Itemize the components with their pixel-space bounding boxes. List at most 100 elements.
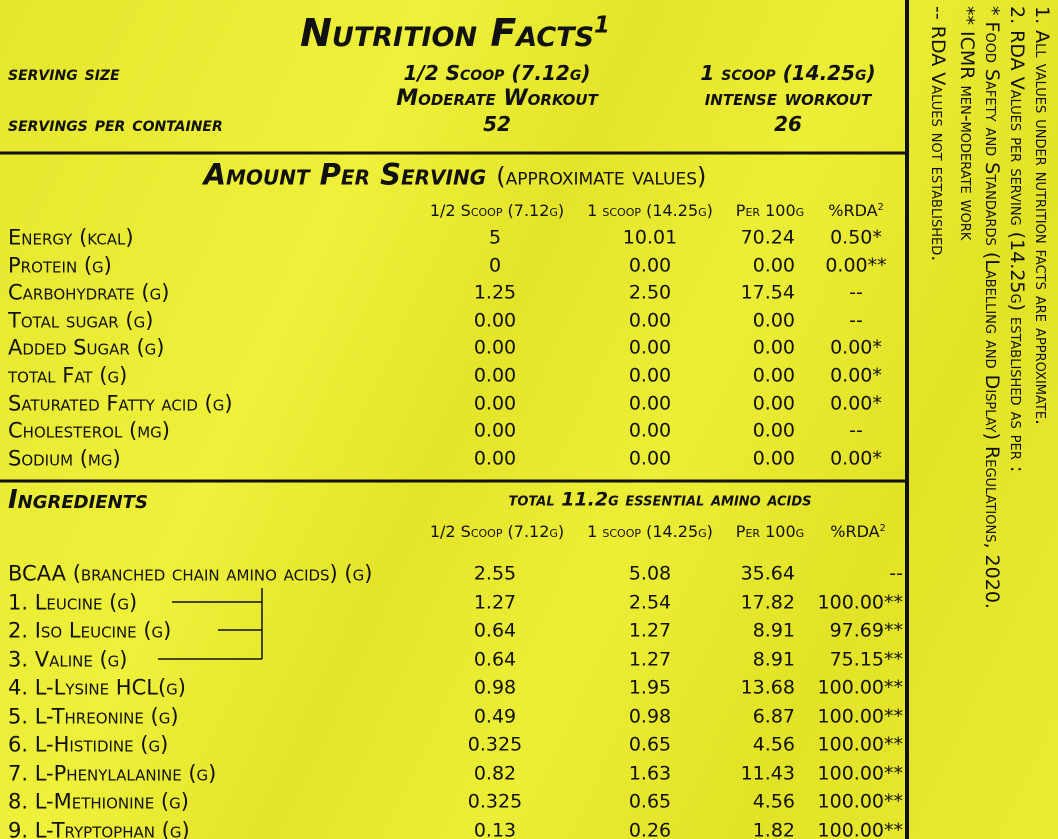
row-label: 9. L-Tryptophan (g) — [8, 818, 190, 839]
row-value: 35.64 — [740, 562, 795, 585]
row-value: 0.00 — [752, 336, 795, 359]
row-label: 3. Valine (g) — [8, 647, 128, 671]
row-value: 0.49 — [473, 705, 517, 727]
row-value: 0 — [488, 254, 502, 277]
note: -- RDA Values not established. — [927, 6, 949, 262]
column-header: %RDA2 — [830, 522, 886, 542]
note: 2. RDA Values per serving (14.25g) estab… — [1006, 6, 1028, 473]
column-header: 1 scoop (14.25g) — [587, 201, 713, 220]
row-value: 11.43 — [740, 762, 795, 784]
row-value: 4.56 — [752, 733, 795, 756]
row-value: 4.56 — [752, 790, 795, 813]
row-value: 17.82 — [740, 591, 795, 613]
row-label: Energy (kcal) — [8, 225, 134, 250]
row-value: 100.00** — [817, 733, 903, 756]
row-label: 1. Leucine (g) — [8, 590, 138, 614]
row-value: 0.00 — [473, 364, 517, 387]
column-header: 1/2 Scoop (7.12g) — [429, 201, 565, 220]
row-value: 100.00** — [817, 591, 903, 613]
workout: intense workout — [704, 86, 872, 111]
column-header: %RDA2 — [828, 201, 884, 221]
servings: 26 — [774, 112, 802, 136]
row-value: 100.00** — [817, 762, 903, 784]
row-value: 0.00 — [752, 254, 795, 277]
row-value: 0.00 — [628, 447, 672, 470]
row-value: 100.00** — [817, 705, 903, 727]
rda-note: 2 — [877, 201, 884, 213]
row-value: 100.00** — [817, 790, 903, 813]
row-value: 1.25 — [473, 281, 517, 304]
row-value: 0.26 — [628, 819, 672, 839]
row-value: 6.87 — [752, 705, 795, 727]
column-header: Per 100g — [735, 522, 805, 541]
column-header: 1/2 Scoop (7.12g) — [429, 522, 565, 541]
row-value: 0.00 — [473, 447, 517, 470]
row-value: 100.00** — [817, 819, 903, 839]
row-value: 97.69** — [829, 619, 903, 642]
row-value: 0.98 — [628, 705, 672, 727]
row-value: 0.00 — [752, 419, 795, 442]
row-value: 17.54 — [740, 281, 795, 304]
row-value: 0.00 — [752, 309, 795, 332]
row-label: Sodium (mg) — [8, 446, 121, 471]
row-value: 0.00 — [628, 336, 672, 359]
row-value: 0.00 — [628, 254, 672, 277]
row-value: 0.65 — [628, 790, 672, 813]
row-label: BCAA (branched chain amino acids) (g) — [8, 561, 373, 586]
row-value: 0.00** — [825, 254, 887, 277]
row-value: 1.95 — [628, 676, 672, 699]
row-value: 10.01 — [622, 226, 678, 249]
row-value: 13.68 — [740, 676, 795, 699]
row-value: 0.00 — [628, 392, 672, 415]
notes: 1. All values under nutrition facts are … — [912, 6, 1054, 836]
row-value: 2.54 — [628, 591, 672, 613]
servings-label: servings per container — [8, 112, 223, 136]
section-subtitle: (approximate values) — [496, 162, 707, 191]
row-value: -- — [889, 562, 903, 585]
row-label: 6. L-Histidine (g) — [8, 732, 169, 757]
row-label: Total sugar (g) — [8, 308, 154, 333]
note: ** ICMR men-moderate work — [956, 6, 978, 241]
row-value: 0.98 — [473, 676, 517, 699]
row-label: Saturated Fatty acid (g) — [8, 391, 233, 416]
row-value: 1.63 — [628, 762, 672, 784]
row-value: 2.50 — [628, 281, 672, 304]
row-value: -- — [849, 309, 863, 332]
section-subtitle: total 11.2g essential amino acids — [508, 488, 812, 511]
row-label: Carbohydrate (g) — [8, 280, 170, 305]
title-note: 1 — [594, 12, 610, 39]
row-value: 0.00 — [628, 364, 672, 387]
row-value: 8.91 — [752, 648, 795, 670]
column-header: Per 100g — [735, 201, 805, 220]
row-value: 0.00* — [830, 364, 882, 387]
row-value: 0.64 — [473, 619, 517, 642]
row-value: 0.00 — [473, 392, 517, 415]
servings: 52 — [483, 112, 511, 136]
bcaa-bracket — [158, 588, 263, 660]
row-label: 2. Iso Leucine (g) — [8, 618, 172, 643]
note: * Food Safety and Standards (Labelling a… — [981, 6, 1003, 609]
row-value: -- — [849, 419, 863, 442]
row-value: 0.82 — [473, 762, 517, 784]
row-value: 70.24 — [740, 226, 795, 249]
row-value: 1.27 — [628, 648, 672, 670]
note: 1. All values under nutrition facts are … — [1031, 6, 1053, 426]
serving-size: 1/2 Scoop (7.12g) — [403, 61, 591, 85]
row-value: 0.00 — [628, 419, 672, 442]
row-value: -- — [849, 281, 863, 304]
row-value: 0.325 — [467, 733, 523, 756]
row-value: 1.27 — [473, 591, 517, 613]
row-value: 5 — [488, 226, 502, 249]
row-value: 0.00 — [752, 364, 795, 387]
row-value: 8.91 — [752, 619, 795, 642]
row-value: 0.64 — [473, 648, 517, 670]
row-label: total Fat (g) — [8, 363, 128, 388]
column-header: 1 scoop (14.25g) — [587, 522, 713, 541]
row-value: 0.00 — [628, 309, 672, 332]
row-value: 0.00 — [473, 309, 517, 332]
serving-size: 1 scoop (14.25g) — [700, 61, 876, 85]
row-value: 2.55 — [473, 562, 517, 585]
row-value: 0.65 — [628, 733, 672, 756]
